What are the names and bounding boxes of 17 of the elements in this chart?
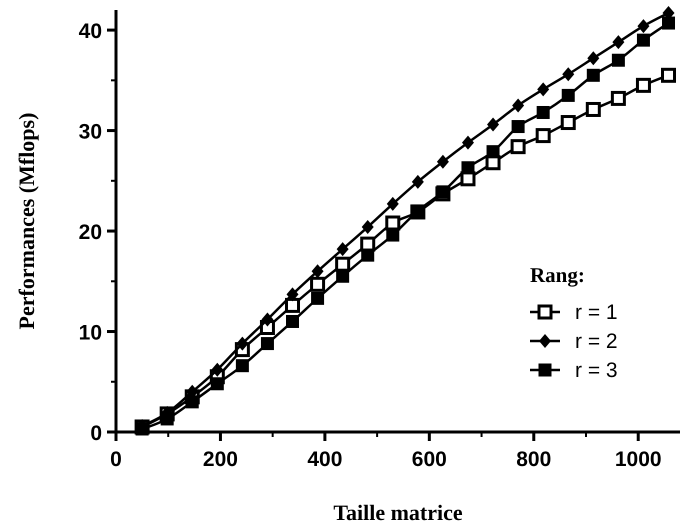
x-tick-label: 0	[110, 448, 122, 471]
x-tick-label: 1000	[614, 448, 662, 471]
x-tick-label: 200	[202, 448, 238, 471]
y-tick-label: 30	[78, 120, 102, 144]
x-tick-label: 800	[516, 448, 552, 471]
y-tick-label: 0	[90, 422, 102, 445]
legend-label: r = 1	[575, 301, 618, 324]
x-axis-title: Taille matrice	[333, 500, 463, 525]
y-axis-title: Performances (Mflops)	[14, 112, 39, 330]
legend-label: r = 2	[575, 330, 618, 353]
y-tick-label: 20	[78, 221, 102, 244]
legend-title: Rang:	[530, 263, 585, 287]
legend-label: r = 3	[575, 359, 618, 382]
y-tick-label: 40	[78, 20, 102, 44]
x-tick-label: 400	[307, 448, 342, 471]
y-tick-label: 10	[78, 322, 102, 345]
x-tick-label: 600	[412, 448, 447, 471]
